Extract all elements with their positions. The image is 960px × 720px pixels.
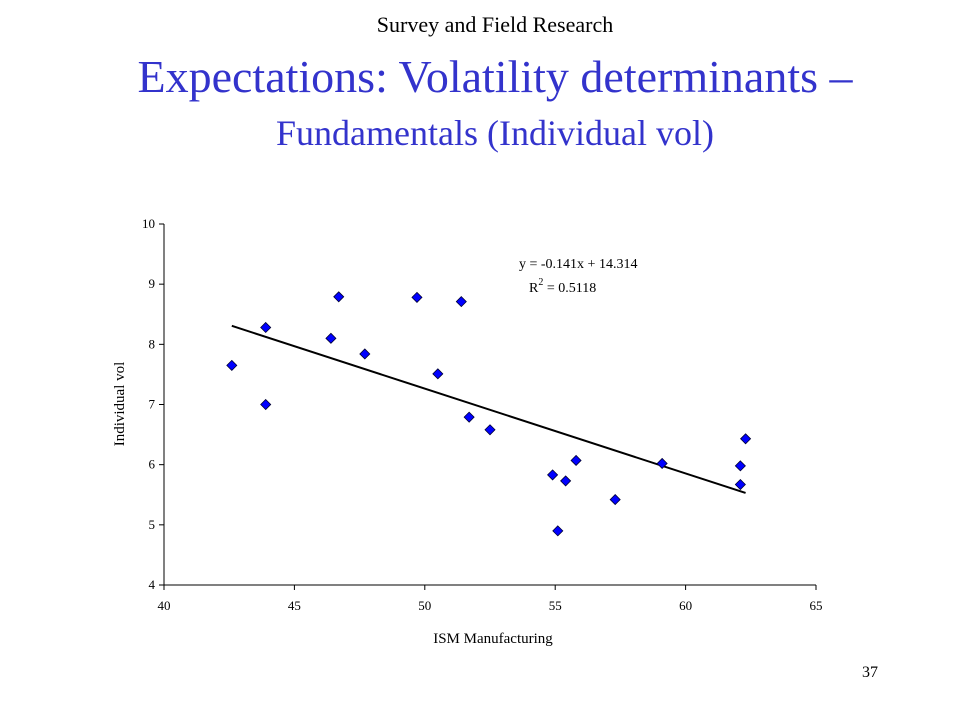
trendline-equation: y = -0.141x + 14.314 [519, 257, 637, 272]
scatter-point [656, 457, 668, 470]
slide-supertitle: Survey and Field Research [376, 12, 614, 37]
slide-title: Expectations: Volatility determinants – [137, 51, 853, 102]
scatter-point [411, 291, 423, 303]
scatter-point [560, 475, 572, 487]
r2-prefix: R [529, 281, 539, 296]
x-tick-label: 45 [288, 598, 301, 613]
x-tick-label: 65 [810, 598, 823, 613]
y-tick-label: 8 [149, 336, 156, 351]
scatter-point [463, 411, 475, 423]
trendline [231, 324, 746, 494]
scatter-point [484, 424, 496, 436]
scatter-point [260, 398, 272, 411]
x-tick-label: 55 [549, 598, 562, 613]
y-tick-label: 10 [142, 216, 155, 231]
y-tick-label: 6 [149, 457, 156, 472]
y-tick-label: 9 [149, 276, 156, 291]
scatter-point [260, 321, 272, 334]
scatter-point [547, 469, 559, 481]
y-tick-label: 4 [149, 577, 156, 592]
x-axis-title: ISM Manufacturing [433, 631, 553, 647]
scatter-point [552, 525, 564, 537]
x-tick-label: 50 [418, 598, 431, 613]
y-tick-label: 5 [149, 517, 156, 532]
chart-trendline-group [231, 324, 746, 494]
scatter-point [432, 368, 444, 380]
chart-points [226, 291, 752, 537]
scatter-point [570, 454, 582, 467]
scatter-point [455, 296, 467, 308]
trendline-r-squared: R2 = 0.5118 [529, 277, 596, 296]
scatter-point [325, 332, 337, 344]
y-tick-label: 7 [149, 397, 156, 412]
scatter-point [609, 493, 621, 506]
r2-exponent: 2 [538, 277, 543, 288]
x-tick-label: 40 [158, 598, 171, 613]
slide-number: 37 [862, 664, 878, 681]
y-axis-title: Individual vol [112, 362, 128, 447]
scatter-point [740, 433, 752, 445]
x-tick-label: 60 [679, 598, 692, 613]
scatter-point [333, 291, 345, 303]
r2-value: = 0.5118 [543, 281, 596, 296]
scatter-point [734, 478, 746, 491]
scatter-point [226, 359, 238, 371]
scatter-point [359, 348, 371, 360]
scatter-point [734, 460, 746, 472]
slide-subtitle: Fundamentals (Individual vol) [276, 113, 714, 153]
